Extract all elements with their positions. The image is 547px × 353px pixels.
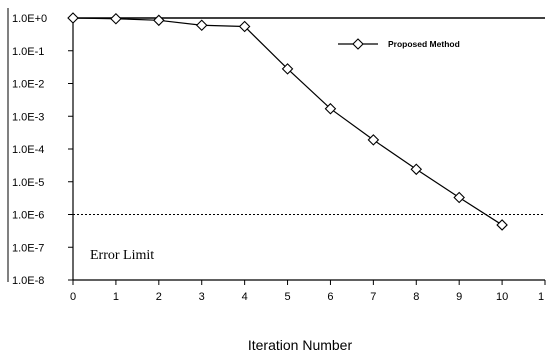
x-tick-label: 2 <box>156 291 162 303</box>
x-axis-title: Iteration Number <box>248 337 353 353</box>
x-tick-label: 8 <box>413 291 419 303</box>
y-tick-label: 1.0E-1 <box>12 46 44 58</box>
x-tick-label: 1 <box>538 291 544 303</box>
data-point-marker <box>410 163 423 176</box>
data-point-marker <box>153 14 165 27</box>
data-point-marker <box>67 12 79 24</box>
data-point-marker <box>238 20 251 33</box>
x-tick-label: 0 <box>70 291 76 303</box>
reference-lines <box>73 17 545 215</box>
x-tick-label: 3 <box>199 291 205 303</box>
axes <box>7 8 545 282</box>
data-point-marker <box>281 63 294 75</box>
legend-marker <box>352 38 364 50</box>
x-tick-label: 10 <box>496 291 508 303</box>
series-line <box>72 17 503 226</box>
ticks: 0 1 2 3 4 5 6 7 8 9 10 1 1.0E+0 1.0E-1 1.0E-2 1.0E-3 1.0… <box>12 13 546 303</box>
data-point-marker <box>367 134 380 146</box>
series-group <box>67 12 508 231</box>
data-point-marker <box>453 191 465 204</box>
data-point-marker <box>496 219 508 231</box>
y-tick-label: 1.0E+0 <box>12 13 47 25</box>
y-tick-label: 1.0E-7 <box>12 242 44 254</box>
x-tick-label: 1 <box>113 291 119 303</box>
error-limit-label: Error Limit <box>90 248 154 263</box>
y-tick-label: 1.0E-4 <box>12 144 44 156</box>
y-tick-label: 1.0E-3 <box>12 111 44 123</box>
y-tick-label: 1.0E-8 <box>12 275 44 287</box>
legend: Proposed Method <box>338 38 460 50</box>
y-tick-label: 1.0E-2 <box>12 79 44 91</box>
x-tick-label: 9 <box>456 291 462 303</box>
data-point-marker <box>195 19 208 32</box>
x-tick-label: 5 <box>284 291 290 303</box>
x-tick-label: 4 <box>242 291 248 303</box>
data-point-marker <box>110 12 122 25</box>
data-point-marker <box>324 102 337 115</box>
x-tick-label: 6 <box>327 291 333 303</box>
y-tick-label: 1.0E-6 <box>12 210 44 222</box>
legend-label: Proposed Method <box>388 39 460 49</box>
y-tick-label: 1.0E-5 <box>12 177 44 189</box>
x-tick-label: 7 <box>370 291 376 303</box>
